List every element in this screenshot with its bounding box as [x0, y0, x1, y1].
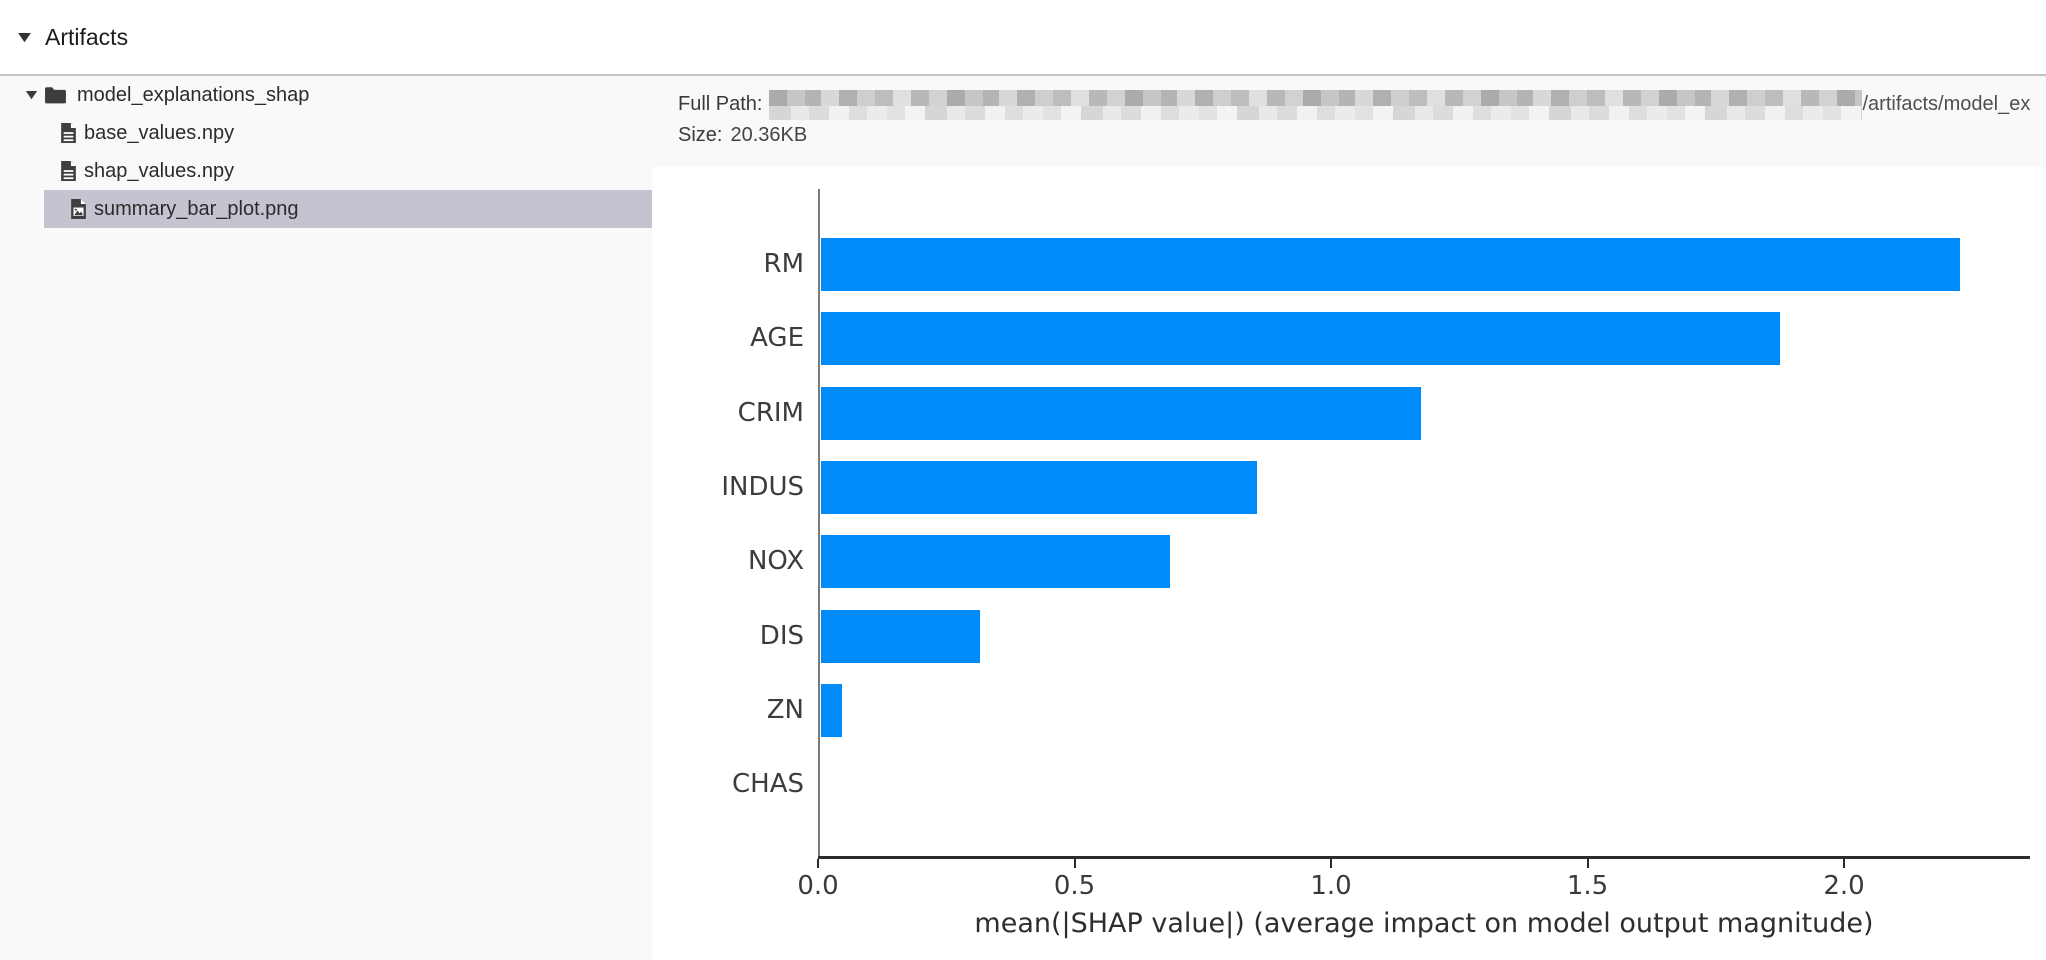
x-tick-mark: [817, 859, 819, 868]
y-axis-spine: [818, 189, 820, 856]
tree-file-label: base_values.npy: [84, 121, 235, 144]
tree-file-row[interactable]: summary_bar_plot.png: [0, 190, 652, 228]
artifacts-collapse-caret-icon[interactable]: [17, 32, 32, 43]
x-tick-mark: [1073, 859, 1076, 868]
shap-bar-age: [821, 312, 1780, 365]
tree-file-row[interactable]: shap_values.npy: [0, 152, 652, 190]
x-tick-mark: [1330, 859, 1332, 868]
tree-file-label: summary_bar_plot.png: [94, 197, 299, 220]
redacted-path-blur: [769, 89, 1863, 120]
size-value: 20.36KB: [730, 124, 808, 146]
y-category-label: DIS: [759, 621, 804, 651]
full-path-line: Full Path: /artifacts/model_ex: [678, 89, 2030, 120]
x-tick-mark: [1843, 859, 1845, 868]
file-info: Full Path: /artifacts/model_ex Size: 20.…: [678, 89, 2030, 151]
size-line: Size: 20.36KB: [678, 120, 2030, 151]
tree-file-row[interactable]: base_values.npy: [0, 114, 652, 152]
x-axis-line: [818, 856, 2030, 859]
x-tick-label: 1.0: [1310, 871, 1352, 901]
shap-bar-nox: [821, 535, 1170, 588]
tree-file-label: shap_values.npy: [84, 159, 235, 182]
y-category-label: CRIM: [737, 398, 804, 428]
y-category-label: NOX: [747, 546, 804, 576]
file-text-icon: [60, 123, 77, 144]
x-axis-title: mean(|SHAP value|) (average impact on mo…: [974, 908, 1874, 939]
shap-bar-crim: [821, 387, 1421, 440]
shap-bar-rm: [821, 238, 1960, 291]
y-category-label: AGE: [750, 323, 804, 353]
shap-bar-zn: [821, 684, 842, 737]
shap-bar-indus: [821, 461, 1257, 514]
y-category-label: RM: [763, 249, 805, 279]
x-tick-label: 1.5: [1566, 871, 1609, 901]
artifacts-header: Artifacts: [0, 0, 2046, 74]
tree-folder-row[interactable]: model_explanations_shap: [0, 76, 652, 114]
folder-caret-down-icon[interactable]: [25, 90, 38, 100]
artifact-preview-chart-image: RM AGE CRIM INDUS NOX DIS ZN CHAS 0.0 0.5 1.0 1.5 2…: [652, 167, 2046, 960]
full-path-visible-tail: /artifacts/model_ex: [1862, 93, 2031, 115]
file-text-icon: [60, 161, 77, 182]
y-category-label: ZN: [766, 695, 804, 725]
file-image-icon: [70, 199, 87, 220]
x-tick-label: 0.5: [1053, 871, 1096, 901]
x-tick-label: 2.0: [1823, 871, 1865, 901]
folder-icon: [44, 86, 67, 105]
y-category-label: CHAS: [732, 769, 804, 799]
x-tick-label: 0.0: [797, 871, 839, 901]
page-title: Artifacts: [45, 23, 129, 50]
size-label: Size:: [678, 124, 723, 146]
full-path-label: Full Path:: [678, 93, 763, 115]
y-category-label: INDUS: [721, 472, 804, 502]
tree-folder-label: model_explanations_shap: [77, 83, 310, 106]
x-tick-mark: [1586, 859, 1589, 868]
shap-bar-dis: [821, 610, 980, 663]
